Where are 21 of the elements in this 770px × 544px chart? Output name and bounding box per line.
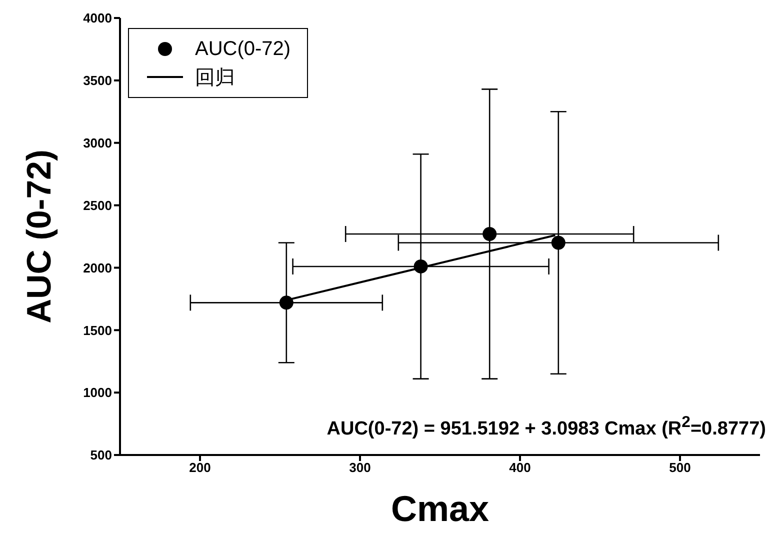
point xyxy=(414,259,428,274)
x-axis-title: Cmax xyxy=(390,488,490,530)
x-tick-label: 400 xyxy=(509,460,531,476)
point xyxy=(482,227,497,242)
point xyxy=(279,296,294,310)
y-tick-label: 1500 xyxy=(83,322,112,338)
y-tick-label: 2500 xyxy=(83,198,112,213)
point xyxy=(551,236,566,250)
x-tick-label: 300 xyxy=(349,460,371,476)
legend-label: AUC(0-72) xyxy=(195,38,291,60)
y-tick-label: 3000 xyxy=(83,135,112,150)
y-tick-label: 4000 xyxy=(83,10,112,26)
x-tick-label: 200 xyxy=(189,460,211,476)
y-tick-label: 1000 xyxy=(83,385,112,400)
y-axis-title: AUC (0-72) xyxy=(20,150,60,324)
y-tick-label: 500 xyxy=(90,448,112,463)
legend-label: 回归 xyxy=(195,66,235,90)
y-tick-label: 3500 xyxy=(83,73,112,88)
x-tick-label: 500 xyxy=(669,460,691,476)
y-tick-label: 2000 xyxy=(83,260,112,276)
annotation: AUC(0-72) = 951.5192 + 3.0983 Cmax (R$^{2}$=0.8777) xyxy=(326,414,766,440)
